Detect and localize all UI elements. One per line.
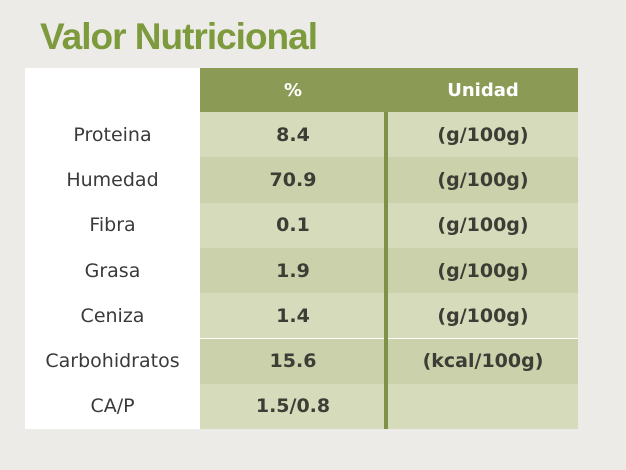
title: Valor Nutricional xyxy=(40,16,318,57)
percent-value: 15.6 xyxy=(269,350,317,373)
unit-value: (kcal/100g) xyxy=(422,350,544,373)
unit-value: (g/100g) xyxy=(437,168,529,191)
row-bg xyxy=(200,383,578,430)
unit-value: (g/100g) xyxy=(437,123,529,146)
row-bg xyxy=(200,247,578,294)
unit-value: (g/100g) xyxy=(437,304,529,327)
column-header: Unidad xyxy=(388,68,578,112)
row-bg xyxy=(200,112,578,158)
row-label: Grasa xyxy=(84,259,141,282)
row-bg xyxy=(200,157,578,203)
row-label: Ceniza xyxy=(80,304,145,327)
percent-value: 70.9 xyxy=(269,168,317,191)
column-divider xyxy=(384,112,388,429)
nutrition-table: % Unidad Proteina 8.4 (g/100g) Humedad 70.9 (g/… xyxy=(25,68,578,430)
percent-value: 1.9 xyxy=(276,259,310,282)
row-bg xyxy=(200,293,578,339)
row-label: CA/P xyxy=(90,395,135,418)
row-bg xyxy=(200,338,578,384)
percent-value: 0.1 xyxy=(276,214,310,237)
unit-value: (g/100g) xyxy=(437,259,529,282)
row-label: Fibra xyxy=(89,214,136,237)
column-header: % xyxy=(200,68,386,112)
unit-value: (g/100g) xyxy=(437,214,529,237)
row-label: Humedad xyxy=(66,168,159,191)
percent-value: 1.4 xyxy=(276,304,310,327)
percent-value: 1.5/0.8 xyxy=(255,395,331,418)
row-bg xyxy=(200,202,578,248)
percent-value: 8.4 xyxy=(276,123,310,146)
row-label: Carbohidratos xyxy=(45,350,180,373)
row-label: Proteina xyxy=(73,123,152,146)
